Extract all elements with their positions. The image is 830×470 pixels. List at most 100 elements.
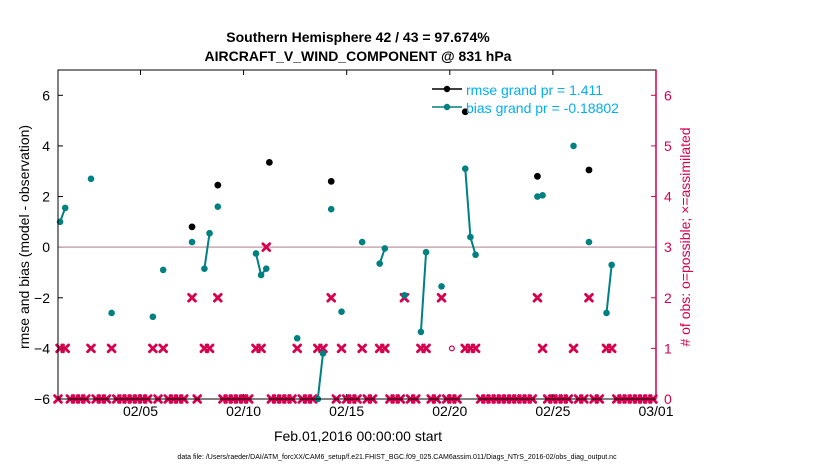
obs-assimilated-marker [292, 343, 302, 354]
bias-point [214, 203, 222, 210]
obs-assimilated-marker [106, 343, 117, 354]
obs-assimilated-marker [568, 343, 579, 354]
obs-assimilated-marker [187, 292, 197, 303]
obs-assimilated-marker [213, 292, 223, 303]
obs-assimilated-marker [86, 343, 96, 354]
y-left-tick-label: 4 [42, 138, 50, 154]
rmse-point [534, 172, 541, 180]
obs-assimilated-marker [326, 292, 337, 303]
data-file-footer: data file: /Users/raeder/DAI/ATM_forcXX/… [177, 454, 617, 461]
x-tick-label: 02/05 [123, 403, 158, 419]
bias-point [61, 204, 69, 212]
bias-point [438, 283, 445, 290]
bias-point [319, 350, 327, 357]
chart-title-line1: Southern Hemisphere 42 / 43 = 97.674% [226, 29, 490, 45]
obs-possible-marker [448, 345, 455, 352]
y-axis-left-label: rmse and bias (model - observation) [16, 125, 32, 349]
obs-assimilated-marker [537, 343, 548, 354]
bias-series [56, 142, 615, 403]
bias-point [472, 251, 479, 259]
bias-point [252, 250, 260, 257]
bias-point [585, 238, 593, 246]
x-axis-label: Feb.01,2016 00:00:00 start [274, 428, 442, 444]
bias-point [87, 175, 95, 183]
bias-line-segment [464, 168, 477, 256]
legend-rmse-marker [443, 85, 451, 93]
obs-assimilated-marker [336, 343, 347, 354]
x-tick-label: 02/20 [432, 403, 467, 419]
bias-point [467, 233, 474, 241]
bias-point [358, 238, 366, 246]
bias-point [376, 260, 383, 267]
axes-ticks [58, 70, 657, 400]
obs-assimilated-marker [318, 343, 328, 354]
y-right-tick-label: 3 [664, 239, 672, 255]
plot-frame [57, 69, 657, 400]
rmse-point [265, 158, 273, 166]
bias-point [422, 248, 430, 256]
bias-point [108, 309, 115, 317]
chart-title-line2: AIRCRAFT_V_WIND_COMPONENT @ 831 hPa [205, 48, 512, 64]
obs-assimilated-marker [421, 343, 431, 354]
obs-assimilated-marker [584, 292, 594, 303]
bias-point [293, 334, 301, 342]
bias-point [327, 205, 335, 213]
obs-assimilated-marker [148, 343, 158, 354]
y-right-tick-label: 4 [664, 189, 672, 205]
obs-assimilated-marker [436, 292, 447, 303]
y-left-tick-label: 0 [42, 239, 50, 255]
rmse-point [461, 108, 469, 116]
obs-assimilated-marker [256, 343, 266, 354]
bias-line-segment [605, 264, 613, 314]
bias-point [417, 328, 425, 336]
bias-line-segment [203, 233, 211, 269]
y-left-tick-label: 2 [42, 189, 50, 205]
bias-point [149, 313, 157, 321]
bias-line-segment [316, 353, 324, 400]
bias-point [201, 265, 208, 272]
bias-point [206, 229, 213, 237]
bias-line-segment [419, 252, 428, 332]
y-axis-right-label: # of obs: o=possible; ×=assimilated [677, 127, 693, 346]
rmse-point [585, 166, 593, 174]
y-right-tick-label: 2 [664, 290, 672, 306]
rmse-series [188, 108, 593, 231]
bias-point [603, 309, 610, 317]
obs-assimilated-marker [60, 343, 71, 354]
x-tick-label: 02/15 [329, 403, 364, 419]
bias-point [534, 193, 541, 200]
legend-bias-marker [443, 103, 451, 111]
x-tick-label: 02/10 [226, 403, 261, 419]
rmse-point [327, 177, 335, 185]
legend-rmse-label: rmse grand pr = 1.411 [466, 82, 603, 98]
y-right-tick-label: 5 [664, 138, 672, 154]
bias-point [159, 266, 167, 274]
bias-point [381, 245, 389, 252]
bias-point [188, 238, 196, 246]
bias-point [338, 308, 345, 315]
bias-point [257, 271, 265, 279]
y-right-tick-label: 1 [664, 340, 672, 356]
obs-assimilated-marker [158, 343, 168, 354]
x-tick-label: 03/01 [638, 403, 673, 419]
rmse-point [188, 223, 196, 231]
legend-bias-label: bias grand pr = -0.18802 [466, 100, 619, 116]
obs-assimilated-marker [357, 343, 367, 354]
y-left-tick-label: −6 [34, 391, 50, 407]
obs-assimilated-marker [470, 343, 481, 354]
obs-assimilated-marker [606, 343, 617, 354]
obs-count-markers [53, 242, 658, 404]
y-left-tick-label: −4 [34, 340, 50, 356]
y-right-tick-label: 6 [664, 87, 672, 103]
y-left-tick-label: −2 [34, 290, 50, 306]
bias-point [401, 291, 408, 299]
y-right-tick-label: 0 [664, 391, 672, 407]
rmse-point [214, 181, 222, 189]
bias-point [262, 265, 270, 272]
x-tick-label: 02/25 [535, 403, 570, 419]
tick-labels: 02/05 02/10 02/15 02/20 02/25 03/01 −6 −4 −2 0 2 4 6… [34, 87, 674, 419]
obs-assimilated-marker [261, 242, 272, 252]
y-left-tick-label: 6 [42, 87, 50, 103]
bias-point [570, 142, 577, 150]
